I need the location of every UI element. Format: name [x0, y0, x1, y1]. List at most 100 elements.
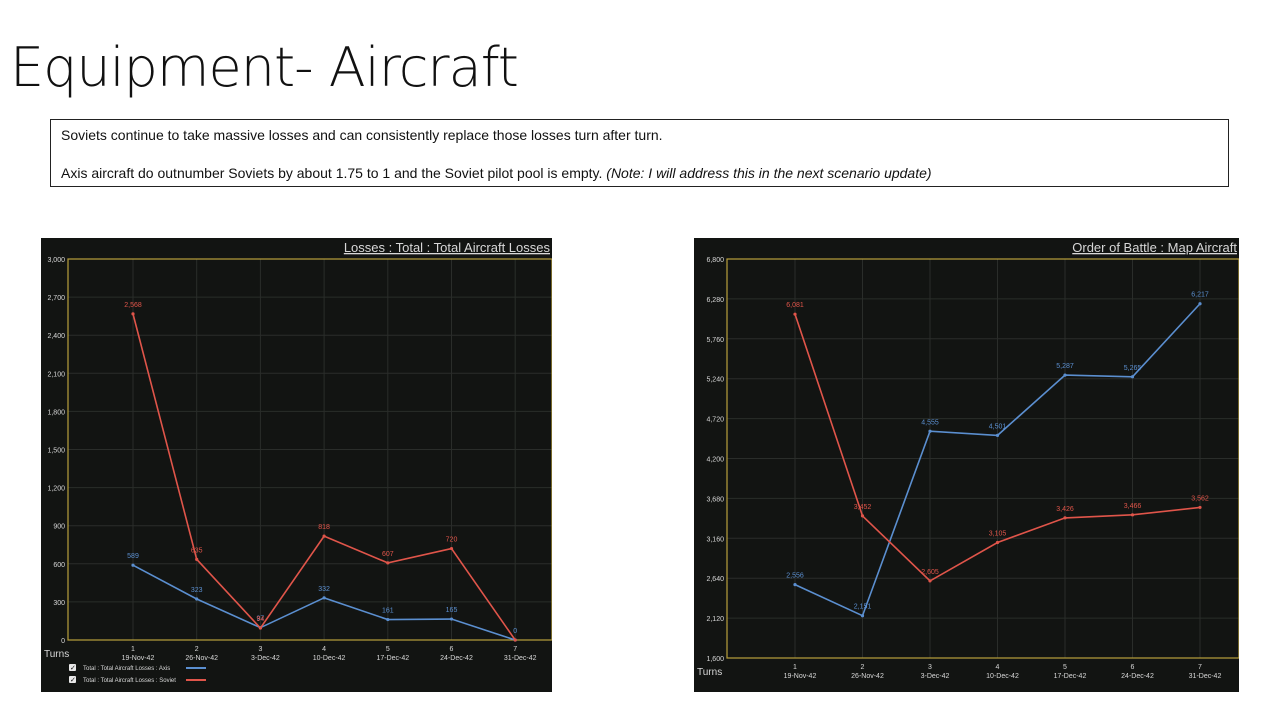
- losses-data-label-1: 2,568: [124, 302, 142, 309]
- losses-data-label-0: 323: [191, 587, 203, 594]
- slide-title: Equipment- Aircraft: [10, 36, 519, 99]
- summary-line-2: Axis aircraft do outnumber Soviets by ab…: [61, 164, 1218, 183]
- losses-chart: Losses : Total : Total Aircraft Losses 0 3…: [41, 238, 552, 692]
- losses-legend-check-icon: ✓: [70, 664, 76, 672]
- losses-xlabel: Turns: [44, 649, 69, 660]
- oob-ytick-label: 6,280: [706, 297, 724, 304]
- losses-data-label-0: 165: [446, 607, 458, 614]
- oob-point-1: [1130, 513, 1135, 517]
- oob-ytick-label: 4,200: [706, 457, 724, 464]
- oob-xtick-label: 3: [928, 664, 932, 671]
- losses-point-1: [449, 546, 454, 551]
- losses-xtick-date: 31-Dec-42: [504, 655, 537, 662]
- losses-legend-check-icon: ✓: [70, 676, 76, 684]
- losses-data-label-0: 161: [382, 608, 394, 615]
- losses-point-0: [449, 617, 454, 621]
- oob-point-1: [1198, 505, 1202, 510]
- oob-ytick-label: 3,160: [706, 536, 724, 543]
- losses-ytick-label: 1,800: [47, 409, 65, 416]
- losses-ytick-label: 1,200: [47, 486, 65, 493]
- losses-point-1: [131, 312, 135, 316]
- oob-point-0: [860, 614, 865, 618]
- oob-plot-frame: [726, 258, 1239, 659]
- losses-data-label-0: 332: [318, 586, 330, 593]
- oob-data-label-0: 2,151: [854, 604, 872, 611]
- losses-data-label-1: 607: [382, 551, 394, 558]
- losses-data-label-1: 818: [318, 524, 330, 531]
- losses-data-label-0: 97: [257, 616, 265, 623]
- losses-data-label-1: 720: [446, 537, 458, 544]
- losses-legend-checkbox: [69, 676, 76, 683]
- oob-xtick-date: 19-Nov-42: [784, 673, 817, 680]
- oob-xtick-label: 5: [1063, 664, 1067, 671]
- oob-data-label-0: 5,265: [1124, 365, 1142, 372]
- losses-point-1: [386, 561, 390, 565]
- oob-data-label-1: 3,466: [1124, 503, 1142, 510]
- oob-point-1: [793, 312, 797, 316]
- losses-ytick-label: 600: [53, 562, 65, 569]
- oob-point-0: [1130, 375, 1135, 379]
- oob-xlabel: Turns: [697, 667, 722, 678]
- oob-ytick-label: 2,640: [706, 576, 724, 583]
- losses-legend-label: Total : Total Aircraft Losses : Axis: [83, 666, 170, 672]
- oob-xtick-label: 6: [1131, 664, 1135, 671]
- oob-xtick-date: 17-Dec-42: [1054, 673, 1087, 680]
- losses-legend-label: Total : Total Aircraft Losses : Soviet: [83, 678, 176, 684]
- losses-xtick-label: 6: [450, 646, 454, 653]
- oob-title: Order of Battle : Map Aircraft: [1072, 240, 1237, 255]
- oob-ytick-label: 1,600: [706, 656, 724, 663]
- oob-data-label-0: 6,217: [1191, 292, 1209, 299]
- oob-xtick-label: 1: [793, 664, 797, 671]
- losses-ytick-label: 2,400: [47, 333, 65, 340]
- losses-xtick-date: 17-Dec-42: [376, 655, 409, 662]
- losses-data-label-0: 589: [127, 553, 139, 560]
- oob-point-1: [860, 514, 865, 518]
- losses-point-1: [258, 626, 262, 630]
- oob-xtick-date: 3-Dec-42: [921, 673, 950, 680]
- oob-xtick-label: 4: [996, 664, 1000, 671]
- oob-point-0: [793, 583, 797, 587]
- losses-xtick-label: 3: [258, 646, 262, 653]
- oob-xtick-date: 24-Dec-42: [1121, 673, 1154, 680]
- losses-data-label-1: 635: [191, 547, 203, 554]
- oob-data-label-1: 2,605: [921, 569, 939, 576]
- oob-data-label-0: 4,555: [921, 419, 939, 426]
- oob-point-1: [928, 579, 932, 583]
- oob-ytick-label: 5,240: [706, 377, 724, 384]
- oob-data-label-0: 4,501: [989, 423, 1007, 430]
- oob-data-label-1: 3,105: [989, 531, 1007, 538]
- oob-xtick-date: 31-Dec-42: [1189, 673, 1222, 680]
- losses-xtick-date: 26-Nov-42: [185, 655, 218, 662]
- summary-note: (Note: I will address this in the next s…: [606, 165, 932, 181]
- oob-data-label-1: 3,452: [854, 504, 872, 511]
- oob-xtick-label: 2: [861, 664, 865, 671]
- losses-data-label-1: 94: [257, 616, 265, 623]
- losses-point-1: [513, 638, 517, 642]
- losses-xtick-label: 7: [513, 646, 517, 653]
- oob-point-0: [1198, 302, 1202, 306]
- losses-xtick-label: 1: [131, 646, 135, 653]
- losses-data-label-0: 0: [513, 628, 517, 635]
- oob-ytick-label: 3,680: [706, 496, 724, 503]
- summary-line-1: Soviets continue to take massive losses …: [61, 127, 663, 143]
- losses-ytick-label: 0: [61, 638, 65, 645]
- order-of-battle-chart: Order of Battle : Map Aircraft 1,600 2,120…: [694, 238, 1239, 692]
- losses-plot-frame: [67, 258, 552, 641]
- losses-xtick-label: 5: [386, 646, 390, 653]
- oob-data-label-0: 2,556: [786, 573, 804, 580]
- losses-ytick-label: 2,100: [47, 371, 65, 378]
- order-of-battle-chart-svg: Order of Battle : Map Aircraft 1,600 2,120…: [697, 240, 1239, 680]
- oob-ytick-label: 5,760: [706, 337, 724, 344]
- oob-point-0: [1063, 373, 1067, 377]
- losses-point-1: [322, 534, 326, 538]
- oob-point-1: [995, 540, 1000, 545]
- oob-ytick-label: 6,800: [706, 257, 724, 264]
- losses-xtick-date: 24-Dec-42: [440, 655, 473, 662]
- losses-point-0: [322, 596, 326, 600]
- summary-textbox: Soviets continue to take massive losses …: [50, 119, 1229, 187]
- losses-xtick-label: 2: [195, 646, 199, 653]
- oob-data-label-1: 6,081: [786, 302, 804, 309]
- losses-ytick-label: 2,700: [47, 295, 65, 302]
- losses-point-0: [386, 617, 390, 622]
- losses-ytick-label: 900: [53, 524, 65, 531]
